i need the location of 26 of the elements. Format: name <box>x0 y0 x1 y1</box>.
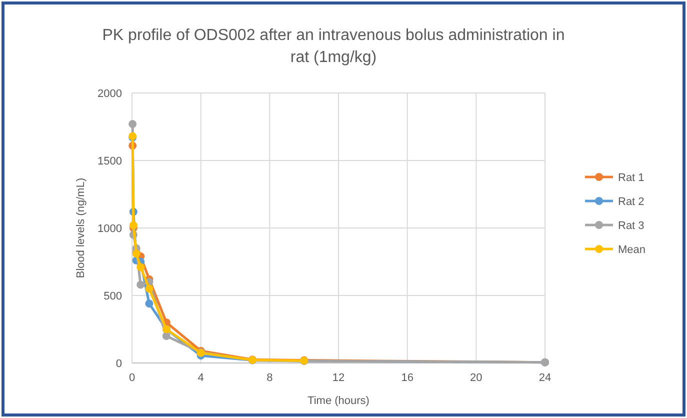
point <box>128 120 137 128</box>
x-tick-label: 24 <box>538 372 552 384</box>
x-tick-label: 16 <box>401 372 414 384</box>
point <box>145 300 154 308</box>
y-axis-title: Blood levels (ng/mL) <box>75 178 87 278</box>
x-tick-label: 8 <box>266 372 273 384</box>
y-tick-label: 1500 <box>98 155 122 168</box>
chart-title: PK profile of ODS002 after an intravenous bolus administration in rat (1mg/kg) <box>102 27 565 66</box>
legend-label: Rat 1 <box>618 172 644 184</box>
point <box>145 284 154 293</box>
x-tick-label: 20 <box>470 372 482 384</box>
legend-label: Rat 2 <box>618 196 644 208</box>
point <box>162 332 170 340</box>
y-tick-label: 0 <box>116 358 122 370</box>
x-tick-label: 4 <box>198 372 204 384</box>
x-tick-label: 0 <box>128 372 136 384</box>
y-tick-label: 500 <box>104 290 122 302</box>
y-tick-label: 1000 <box>98 222 122 235</box>
point <box>136 263 145 272</box>
point <box>129 221 138 230</box>
y-tick-label: 2000 <box>98 88 122 100</box>
legend-label: Rat 3 <box>618 220 644 232</box>
x-tick-label: 12 <box>332 372 345 384</box>
x-axis-title: Time (hours) <box>308 395 370 407</box>
point <box>136 280 145 289</box>
legend-label: Mean <box>618 244 646 256</box>
